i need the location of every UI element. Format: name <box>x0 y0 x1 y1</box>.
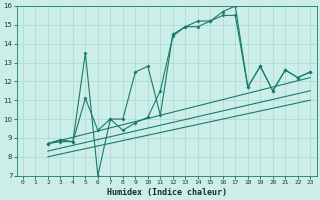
X-axis label: Humidex (Indice chaleur): Humidex (Indice chaleur) <box>107 188 227 197</box>
